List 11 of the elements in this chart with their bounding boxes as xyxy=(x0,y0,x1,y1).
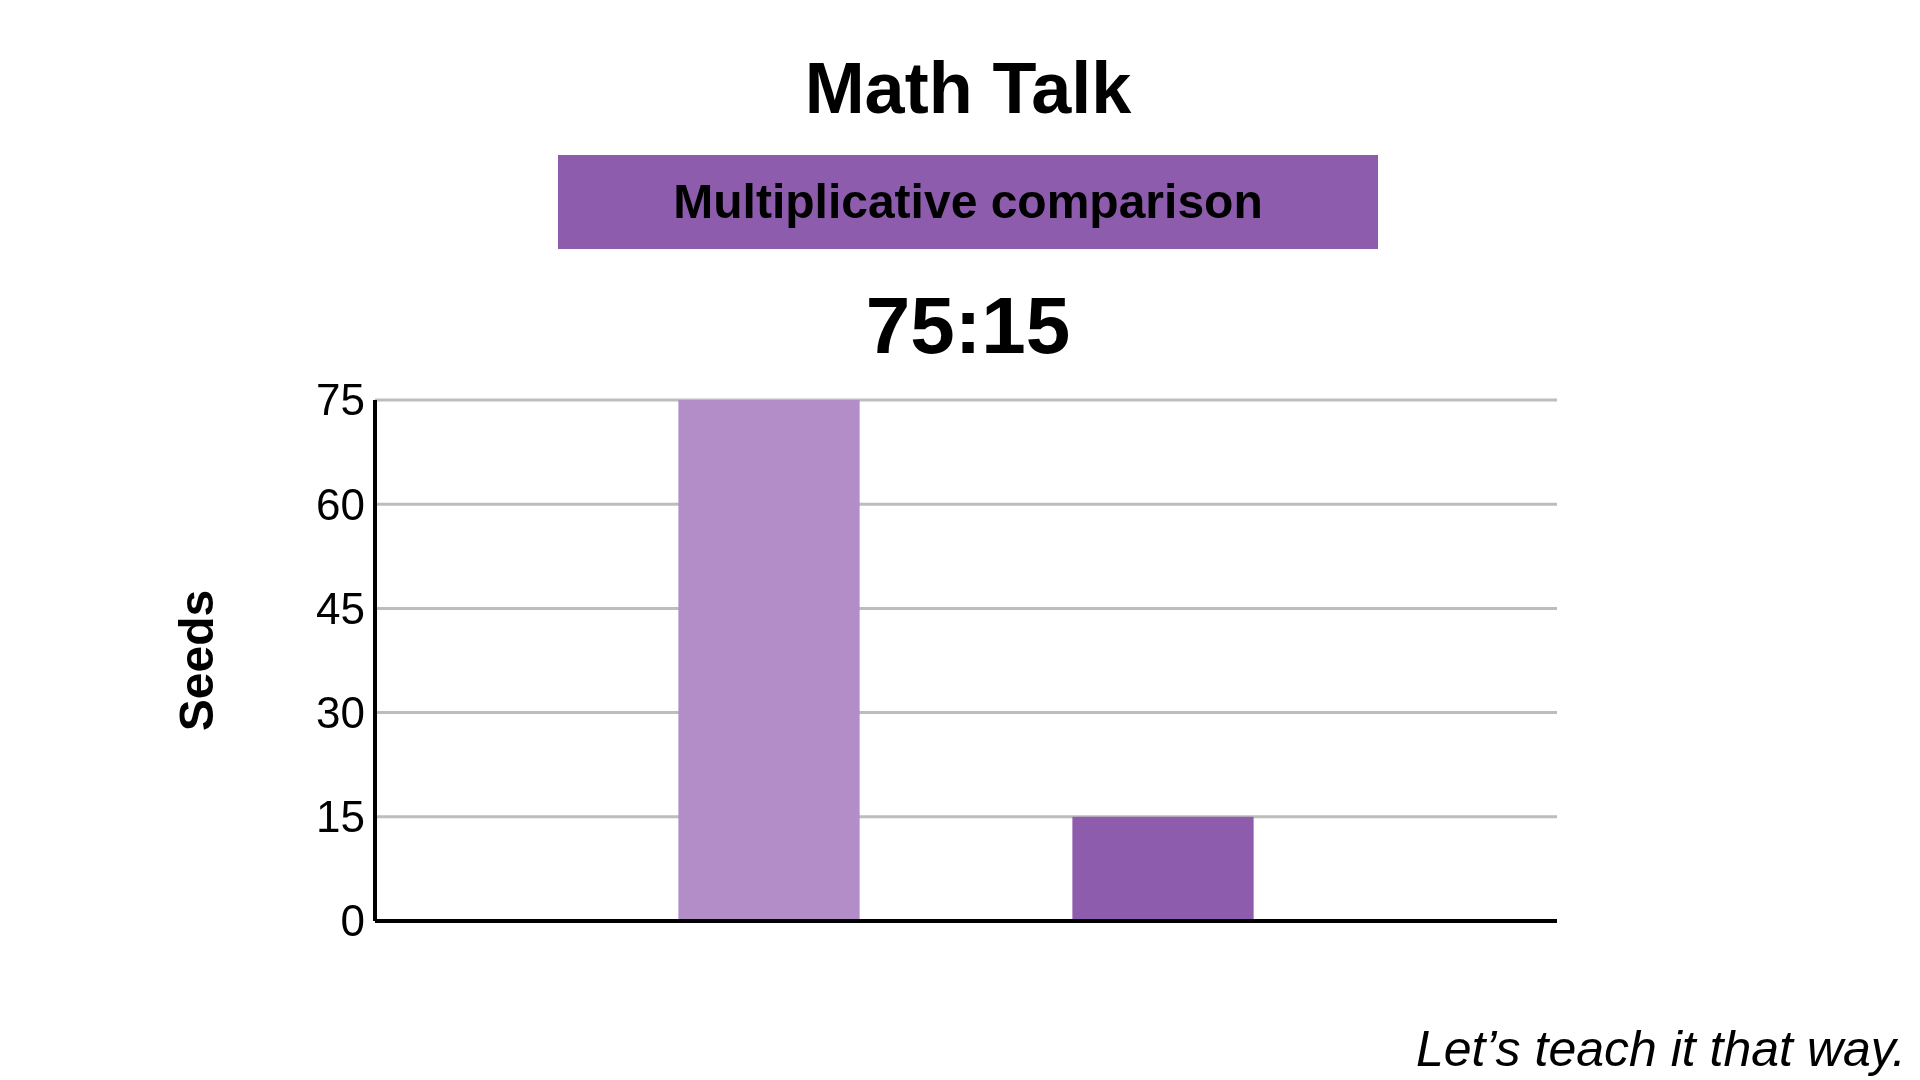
y-axis-title: Seeds xyxy=(170,589,223,732)
text: Let’s teach it that way. xyxy=(1415,1021,1906,1077)
y-tick-label: 30 xyxy=(316,688,365,737)
text: 75:15 xyxy=(865,281,1071,370)
chart-title: Math Talk xyxy=(804,48,1133,128)
y-tick-label: 0 xyxy=(340,896,365,946)
y-tick-label: 60 xyxy=(316,479,365,529)
y-tick-label: 75 xyxy=(316,375,365,425)
y-tick-label: 15 xyxy=(316,792,365,842)
chart-subtitle: Multiplicative comparison xyxy=(673,175,1263,228)
y-tick-label: 45 xyxy=(316,583,365,633)
